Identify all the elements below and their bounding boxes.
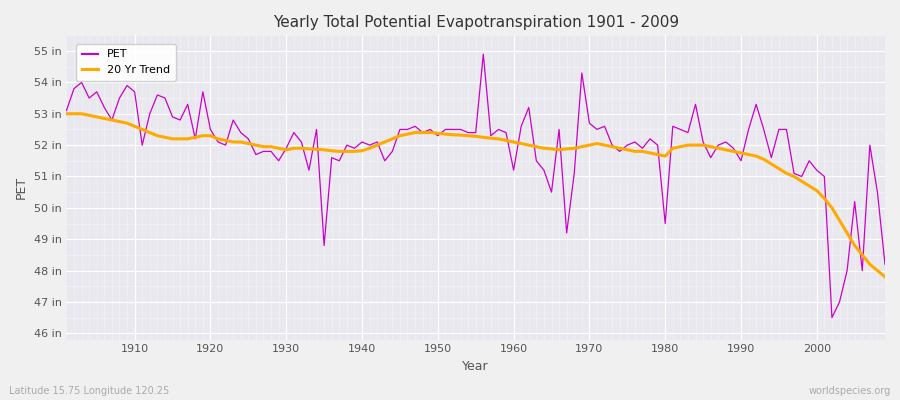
Text: Latitude 15.75 Longitude 120.25: Latitude 15.75 Longitude 120.25 [9,386,169,396]
Text: worldspecies.org: worldspecies.org [809,386,891,396]
X-axis label: Year: Year [463,360,489,373]
Legend: PET, 20 Yr Trend: PET, 20 Yr Trend [76,44,176,80]
Y-axis label: PET: PET [15,176,28,199]
Title: Yearly Total Potential Evapotranspiration 1901 - 2009: Yearly Total Potential Evapotranspiratio… [273,15,679,30]
